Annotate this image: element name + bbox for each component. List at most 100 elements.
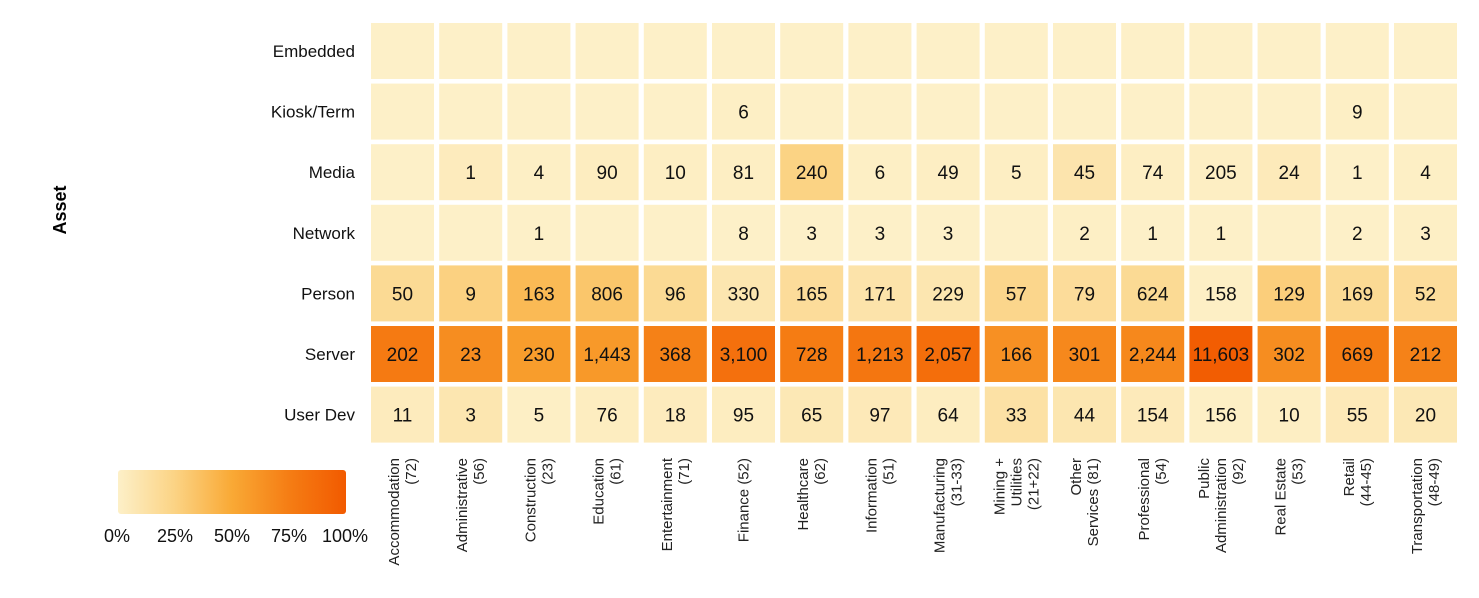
heatmap-cell	[1394, 265, 1457, 322]
cell-value-label: 95	[733, 406, 754, 427]
heatmap-cell	[780, 204, 844, 261]
cell-value-label: 330	[728, 284, 760, 305]
cell-value-label: 1	[1352, 163, 1363, 184]
cell-value-label: 79	[1074, 284, 1095, 305]
heatmap-cell	[712, 83, 775, 140]
heatmap-cell	[712, 386, 775, 443]
cell-value-label: 728	[796, 345, 828, 366]
cell-value-label: 212	[1410, 345, 1442, 366]
heatmap-cell	[984, 326, 1048, 382]
column-label: Professional (54)	[1136, 458, 1170, 541]
column-label-line: Retail	[1341, 458, 1358, 496]
column-label-line: Administration	[1213, 458, 1230, 553]
heatmap-cell	[439, 265, 503, 322]
heatmap-cell	[575, 326, 639, 382]
heatmap-cell	[1189, 23, 1253, 79]
column-label: Transportation (48-49)	[1409, 458, 1443, 554]
cell-value-label: 3	[943, 224, 954, 245]
heatmap-cell	[1257, 144, 1321, 201]
cell-value-label: 368	[659, 345, 691, 366]
cell-value-label: 90	[597, 163, 618, 184]
heatmap-cell	[643, 265, 707, 322]
row-label: Person	[301, 284, 355, 303]
heatmap-cell	[1394, 83, 1457, 140]
heatmap-cell	[439, 386, 503, 443]
column-label-line: Finance (52)	[736, 458, 753, 542]
cell-value-label: 11,603	[1193, 345, 1250, 366]
cell-value-label: 74	[1142, 163, 1164, 184]
cell-value-label: 10	[1279, 406, 1300, 427]
cell-value-label: 240	[796, 163, 828, 184]
heatmap-cell	[848, 265, 912, 322]
heatmap-cell	[439, 83, 503, 140]
heatmap-cell	[916, 83, 980, 140]
cell-value-label: 158	[1205, 284, 1237, 305]
heatmap-cell	[1053, 83, 1116, 140]
heatmap-cell	[1394, 144, 1457, 201]
legend-tick-label: 25%	[157, 526, 193, 546]
heatmap-cell	[848, 23, 912, 79]
cell-value-label: 44	[1074, 406, 1096, 427]
heatmap-cell	[1394, 386, 1457, 443]
heatmap-cell	[507, 204, 571, 261]
column-label-line: Services (81)	[1085, 458, 1102, 546]
column-label: Manufacturing (31-33)	[932, 458, 966, 553]
cell-value-label: 154	[1137, 406, 1169, 427]
cell-value-label: 97	[869, 406, 890, 427]
cell-value-label: 230	[523, 345, 555, 366]
cell-value-label: 163	[523, 284, 555, 305]
heatmap-cell	[507, 83, 571, 140]
heatmap-cell	[1121, 83, 1185, 140]
cell-value-label: 3	[1420, 224, 1431, 245]
column-label-line: (21+22)	[1025, 458, 1042, 510]
legend-tick-label: 0%	[104, 526, 130, 546]
cell-value-label: 1	[1216, 224, 1227, 245]
cell-value-label: 65	[801, 406, 822, 427]
column-labels: Accommodation (72) Administrative (56) Const…	[386, 457, 1443, 565]
column-label: Accommodation (72)	[386, 458, 420, 566]
heatmap-cell	[507, 386, 571, 443]
heatmap-cell	[848, 204, 912, 261]
legend-gradient-bar	[118, 470, 346, 514]
cell-value-label: 2,244	[1129, 345, 1177, 366]
heatmap-cell	[371, 144, 434, 201]
heatmap-cell	[575, 144, 639, 201]
heatmap-cell	[1257, 326, 1321, 382]
heatmap-cell	[643, 83, 707, 140]
cell-value-label: 23	[460, 345, 481, 366]
heatmap-cell	[1189, 265, 1253, 322]
cell-value-label: 1,213	[856, 345, 904, 366]
cell-value-label: 18	[665, 406, 686, 427]
heatmap-cell	[1257, 265, 1321, 322]
heatmap-cell	[575, 386, 639, 443]
heatmap-cell	[712, 144, 775, 201]
cell-value-label: 4	[1420, 163, 1431, 184]
heatmap-cell	[1053, 23, 1116, 79]
column-label-line: Public	[1196, 458, 1213, 499]
cell-value-label: 96	[665, 284, 686, 305]
column-label-line: (92)	[1230, 458, 1247, 485]
heatmap-cell	[848, 144, 912, 201]
column-label-line: Mining +	[991, 458, 1008, 515]
row-label: Kiosk/Term	[271, 103, 355, 122]
heatmap-cell	[1325, 265, 1389, 322]
cell-value-label: 669	[1341, 345, 1373, 366]
cell-value-label: 2,057	[924, 345, 972, 366]
column-label: Finance (52)	[736, 458, 753, 542]
heatmap-cell	[1189, 326, 1253, 382]
cell-value-label: 171	[864, 284, 896, 305]
cell-value-label: 3	[465, 406, 476, 427]
column-label: Mining + Utilities (21+22)	[991, 458, 1042, 515]
color-legend: 0% 25% 50% 75% 100%	[104, 470, 368, 546]
column-label-line: (62)	[812, 458, 829, 485]
cell-value-label: 76	[597, 406, 618, 427]
cell-value-label: 4	[534, 163, 545, 184]
cell-value-label: 156	[1205, 406, 1237, 427]
heatmap-cell	[848, 326, 912, 382]
cell-value-label: 10	[665, 163, 686, 184]
heatmap-cell	[916, 23, 980, 79]
heatmap-cell	[916, 265, 980, 322]
cell-value-label: 5	[534, 406, 545, 427]
cell-value-label: 49	[938, 163, 959, 184]
